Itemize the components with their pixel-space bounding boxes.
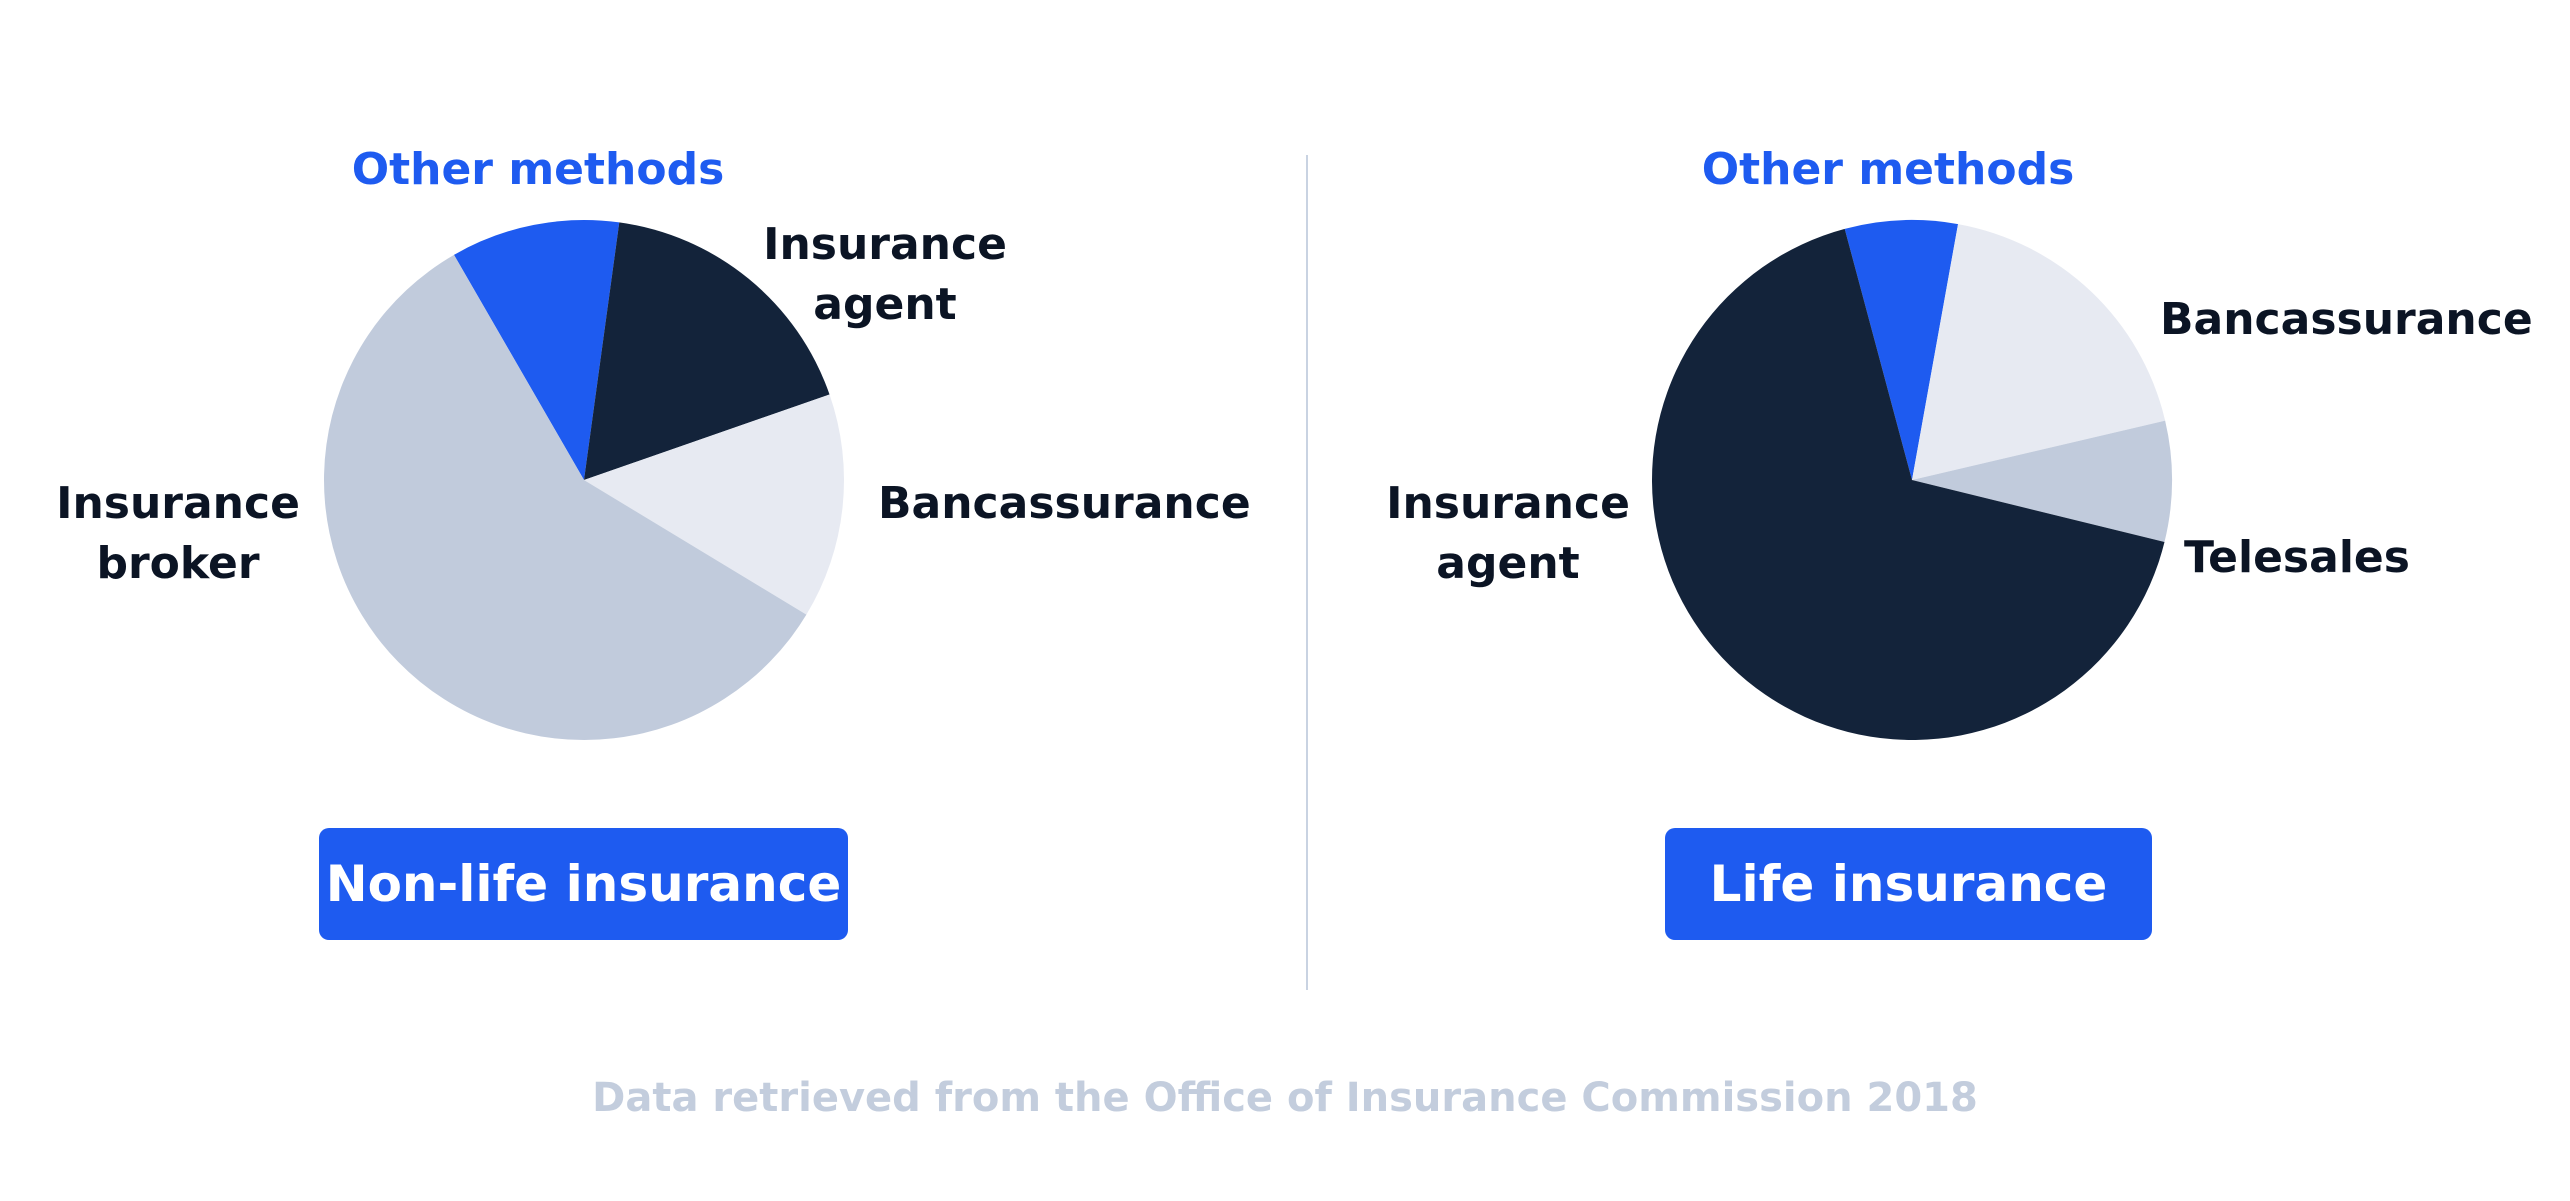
- pie-slice-bancassurance: [584, 394, 844, 615]
- slice-label-telesales-life: Telesales: [2184, 532, 2410, 583]
- life-insurance-title[interactable]: Life insurance: [1665, 828, 2152, 940]
- slice-label-bancassurance-life: Bancassurance: [2160, 294, 2533, 345]
- pie-slice-other-methods: [454, 219, 620, 480]
- slice-label-insurance-agent: Insurance agent: [763, 219, 1007, 330]
- slice-label-insurance-agent-life: Insurance agent: [1386, 478, 1630, 589]
- slice-label-bancassurance: Bancassurance: [878, 478, 1251, 529]
- pie-slice-insurance-agent: [1652, 228, 2165, 740]
- slice-label-other-methods: Other methods: [351, 144, 725, 195]
- non-life-insurance-title[interactable]: Non-life insurance: [319, 828, 848, 940]
- slice-label-insurance-broker: Insurance broker: [56, 478, 300, 589]
- pie-slice-bancassurance: [1912, 224, 2166, 480]
- slice-label-other-methods-life: Other methods: [1701, 144, 2075, 195]
- pie-slice-insurance-broker: [324, 254, 807, 741]
- pie-slice-telesales: [1912, 420, 2172, 543]
- pie-non-life: [324, 219, 844, 741]
- source-note: Data retrieved from the Office of Insura…: [592, 1075, 1978, 1121]
- pie-slice-insurance-agent: [584, 222, 830, 480]
- pie-life: [1652, 220, 2172, 740]
- pie-slice-other-methods: [1844, 220, 1959, 480]
- chart-divider: [1306, 155, 1308, 990]
